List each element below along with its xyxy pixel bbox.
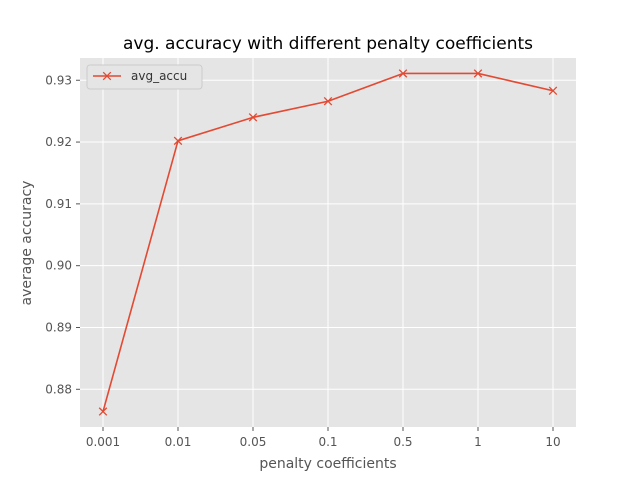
- data-point-marker: [98, 407, 108, 416]
- x-tick-label: 10: [545, 435, 560, 449]
- x-marker-stroke: [248, 113, 258, 122]
- x-tick-label: 0.05: [240, 435, 267, 449]
- x-tick-label: 0.1: [318, 435, 337, 449]
- y-tick-label: 0.92: [45, 135, 72, 149]
- chart-title: avg. accuracy with different penalty coe…: [123, 34, 533, 54]
- x-tick-label: 0.01: [165, 435, 192, 449]
- data-point-marker: [398, 69, 408, 78]
- x-marker-stroke: [173, 136, 183, 146]
- legend-marker-glyph: [102, 71, 112, 81]
- data-point-marker: [173, 136, 183, 146]
- data-point-marker: [323, 97, 333, 106]
- y-tick-label: 0.90: [45, 259, 72, 273]
- x-marker-stroke: [473, 69, 483, 78]
- data-point-marker: [473, 69, 483, 78]
- y-tick-label: 0.88: [45, 382, 72, 396]
- x-marker-stroke: [98, 407, 108, 416]
- x-marker-stroke: [398, 69, 408, 78]
- legend: avg_accu: [86, 64, 203, 90]
- y-tick-label: 0.89: [45, 320, 72, 334]
- x-axis-label: penalty coefficients: [259, 456, 396, 472]
- tick-labels: 0.001 0.01 0.05 0.1 0.5 1 10 0.88 0.89 0.90 0.91 0.…: [45, 73, 560, 449]
- data-point-marker: [248, 113, 258, 122]
- y-tick-label: 0.93: [45, 73, 72, 87]
- x-marker-stroke: [102, 71, 112, 81]
- y-axis-label: average accuracy: [19, 181, 35, 306]
- legend-frame: [86, 64, 203, 90]
- x-tick-label: 0.5: [393, 435, 412, 449]
- series-layer: [98, 69, 558, 416]
- legend-x-marker: [102, 71, 112, 81]
- y-tick-label: 0.91: [45, 197, 72, 211]
- x-marker-stroke: [323, 97, 333, 106]
- x-tick-label: 0.001: [86, 435, 120, 449]
- data-point-marker: [548, 86, 558, 96]
- grid-lines: [80, 58, 576, 427]
- x-marker-stroke: [548, 86, 558, 96]
- x-tick-label: 1: [474, 435, 482, 449]
- legend-label-avg-accu: avg_accu: [131, 69, 187, 83]
